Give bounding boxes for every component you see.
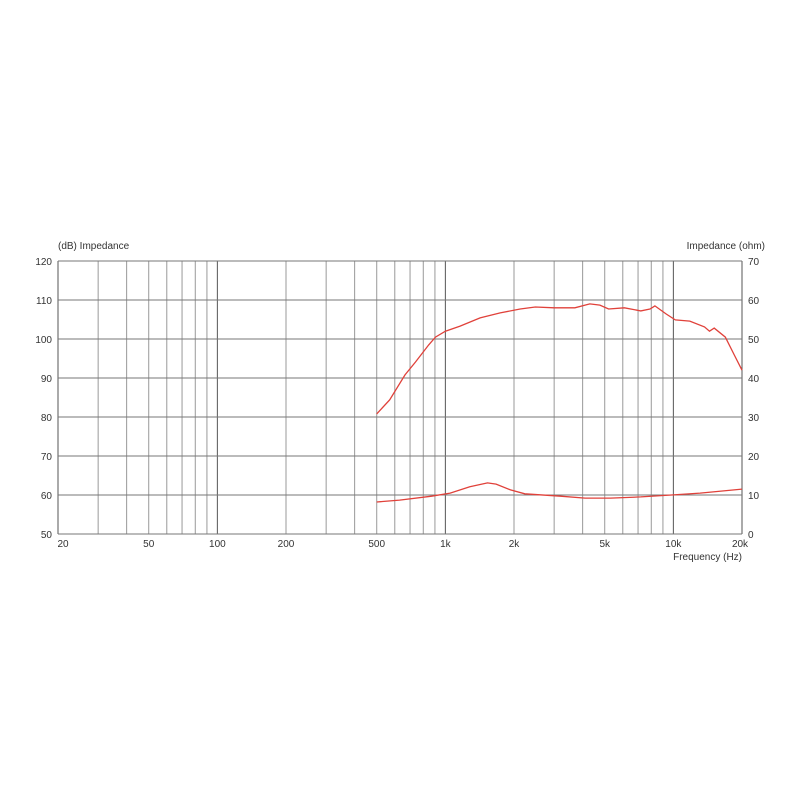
- y-right-tick-label: 40: [748, 374, 760, 385]
- y-right-tick-label: 0: [748, 530, 754, 541]
- y-right-tick-label: 60: [748, 296, 760, 307]
- x-tick-label: 2k: [509, 539, 521, 550]
- y-right-tick-label: 30: [748, 413, 760, 424]
- y-right-tick-label: 20: [748, 452, 760, 463]
- y-right-tick-label: 50: [748, 335, 760, 346]
- y-left-tick-label: 110: [36, 296, 52, 307]
- y-right-tick-label: 10: [748, 491, 760, 502]
- x-tick-label: 5k: [599, 539, 611, 550]
- y-left-tick-label: 70: [41, 452, 53, 463]
- x-tick-label: 1k: [440, 539, 452, 550]
- x-tick-label: 500: [368, 539, 385, 550]
- x-tick-label: 100: [209, 539, 226, 550]
- left-axis-label: (dB) Impedance: [58, 241, 130, 252]
- x-tick-label: 200: [278, 539, 295, 550]
- y-left-tick-label: 80: [41, 413, 53, 424]
- spl-curve: [376, 303, 743, 415]
- x-tick-label: 50: [143, 539, 155, 550]
- y-left-tick-label: 90: [41, 374, 53, 385]
- x-tick-label: 20k: [732, 539, 749, 550]
- y-left-tick-label: 120: [35, 257, 52, 268]
- x-tick-label: 20: [57, 539, 69, 550]
- x-axis-label: Frequency (Hz): [673, 552, 742, 563]
- y-right-tick-label: 70: [748, 257, 760, 268]
- y-left-tick-label: 50: [41, 530, 53, 541]
- y-left-tick-label: 100: [35, 335, 52, 346]
- x-tick-label: 10k: [665, 539, 682, 550]
- right-axis-label: Impedance (ohm): [687, 241, 765, 252]
- y-left-tick-label: 60: [41, 491, 53, 502]
- impedance-curve: [376, 482, 743, 503]
